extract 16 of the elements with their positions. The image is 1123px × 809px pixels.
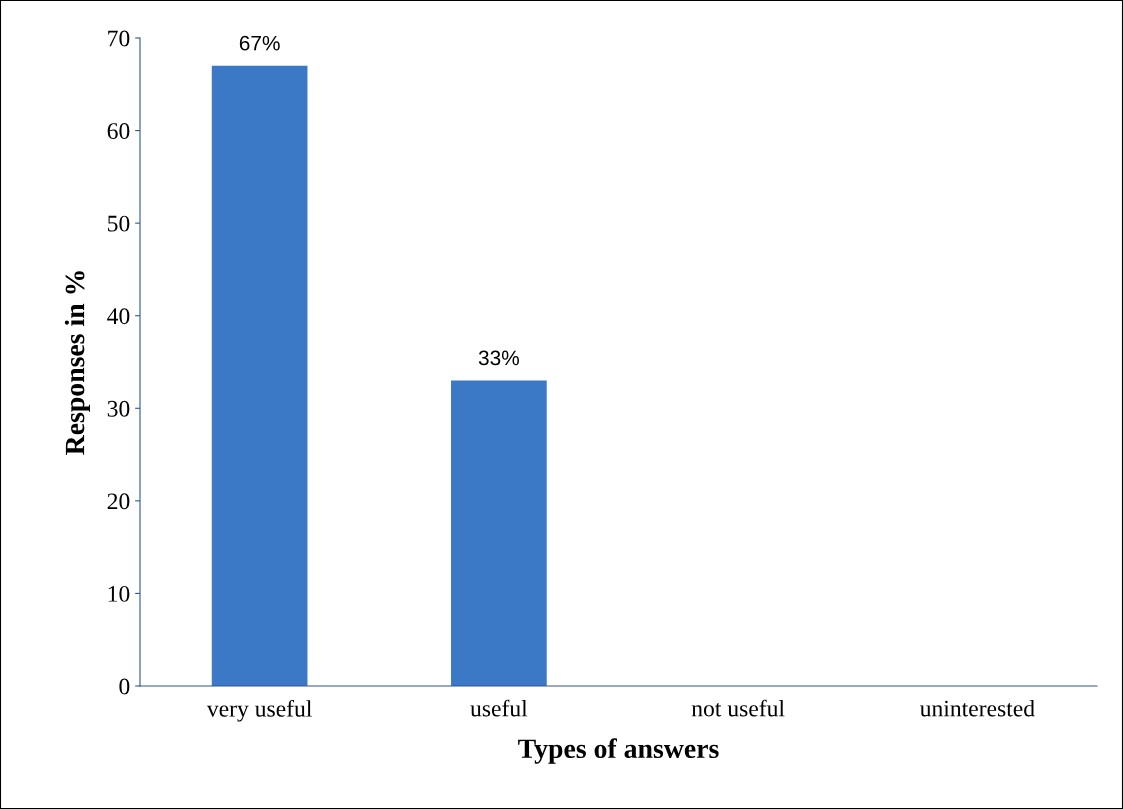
x-tick-label: uninterested — [919, 699, 1035, 717]
y-tick-label: 60 — [107, 123, 130, 139]
y-axis-title: Responses in % — [64, 271, 90, 455]
data-label: 67% — [239, 35, 280, 51]
y-tick-label: 70 — [108, 30, 130, 47]
x-tick-label: useful — [470, 699, 528, 717]
y-tick-label: 50 — [108, 215, 130, 232]
y-tick-label: 10 — [108, 585, 130, 602]
y-tick-label: 30 — [107, 400, 130, 417]
x-axis-title: Types of answers — [518, 738, 719, 764]
y-tick-label: 40 — [107, 308, 130, 325]
x-tick-label: very useful — [206, 699, 312, 722]
y-tick-label: 0 — [119, 678, 130, 695]
data-label: 33% — [478, 350, 519, 366]
x-tick-label: not useful — [691, 699, 785, 717]
y-tick-label: 20 — [107, 493, 130, 510]
